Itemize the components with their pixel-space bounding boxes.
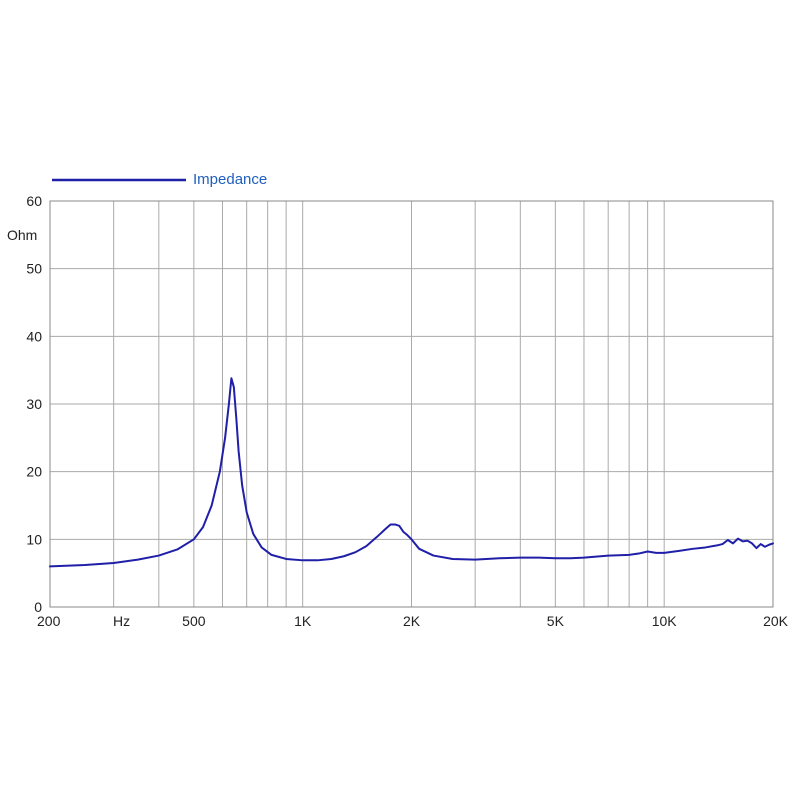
y-tick-label: 40	[26, 328, 42, 344]
y-tick-label: 20	[26, 464, 42, 480]
x-tick-label: 10K	[652, 613, 678, 629]
y-tick-label: 30	[26, 396, 42, 412]
x-tick-label: 2K	[403, 613, 421, 629]
series-layer	[49, 377, 774, 568]
x-tick-label: 1K	[294, 613, 312, 629]
x-tick-labels: 200 500 1K 2K 5K 10K 20K	[37, 613, 789, 629]
series-line-impedance	[49, 377, 774, 568]
x-tick-label: 20K	[763, 613, 789, 629]
y-tick-label: 50	[26, 261, 42, 277]
y-axis-label: Ohm	[7, 227, 37, 243]
y-tick-label: 60	[26, 193, 42, 209]
legend: Impedance	[52, 171, 267, 188]
plot-frame	[49, 200, 774, 608]
y-tick-label: 0	[34, 599, 42, 615]
legend-label-impedance: Impedance	[193, 171, 267, 188]
x-tick-label: 200	[37, 613, 61, 629]
x-tick-label: 5K	[547, 613, 565, 629]
x-axis-label: Hz	[113, 613, 130, 629]
grid-lines	[49, 200, 774, 608]
y-tick-labels: 0 10 20 30 40 50 60	[26, 193, 42, 615]
y-tick-label: 10	[26, 531, 42, 547]
x-tick-label: 500	[182, 613, 206, 629]
